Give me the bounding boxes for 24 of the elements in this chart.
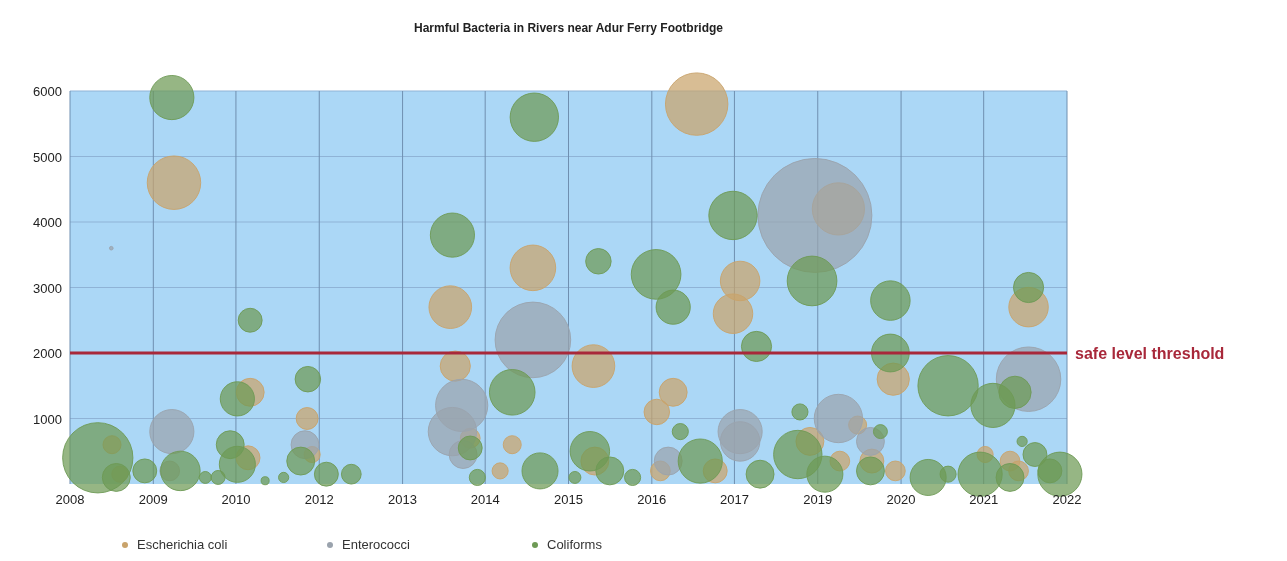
x-tick-label: 2019 [803, 492, 833, 507]
legend-label: Escherichia coli [137, 537, 228, 552]
y-tick-label: 6000 [33, 84, 62, 99]
x-tick-label: 2009 [138, 492, 168, 507]
y-tick-label: 4000 [33, 215, 62, 230]
x-tick-label: 2015 [554, 492, 583, 507]
y-tick-label: 3000 [33, 280, 62, 296]
legend-label: Enterococci [342, 537, 411, 552]
x-tick-label: 2012 [304, 492, 334, 507]
x-tick-label: 2010 [221, 492, 251, 507]
legend-label: Coliforms [547, 537, 603, 552]
ref-line-label: safe level threshold [1075, 345, 1225, 362]
x-tick-label: 2008 [55, 492, 85, 507]
x-tick-label: 2016 [637, 492, 667, 507]
x-tick-label: 2017 [719, 492, 749, 507]
y-tick-label: 5000 [33, 149, 62, 165]
x-tick-label: 2014 [470, 492, 500, 507]
x-tick-label: 2020 [886, 492, 916, 507]
y-tick-label: 2000 [33, 346, 62, 361]
x-tick-label: 2021 [969, 492, 999, 507]
chart-title: Harmful Bacteria in Rivers near Adur Ferry Footbridge [414, 21, 724, 35]
y-tick-label: 1000 [33, 411, 62, 427]
x-tick-label: 2013 [388, 492, 418, 507]
x-tick-label: 2022 [1052, 492, 1082, 507]
